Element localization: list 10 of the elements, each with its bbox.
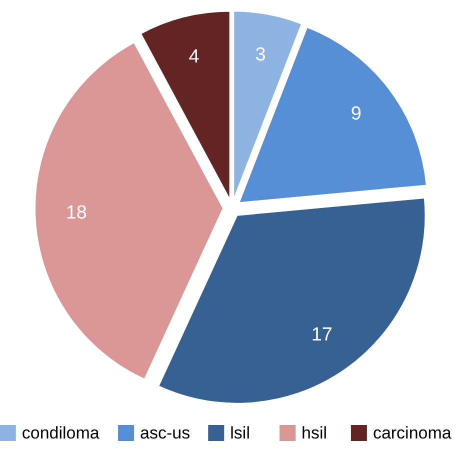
legend-label: hsil <box>302 424 328 442</box>
legend-label: asc-us <box>140 424 190 442</box>
data-label: 4 <box>188 46 200 68</box>
data-label: 17 <box>311 324 332 346</box>
data-label: 3 <box>255 44 266 66</box>
legend-label: lsil <box>230 424 250 442</box>
data-label: 18 <box>66 202 88 224</box>
data-label: 9 <box>350 104 362 125</box>
legend-label: condiloma <box>22 424 100 442</box>
legend-label: carcinoma <box>372 424 452 442</box>
